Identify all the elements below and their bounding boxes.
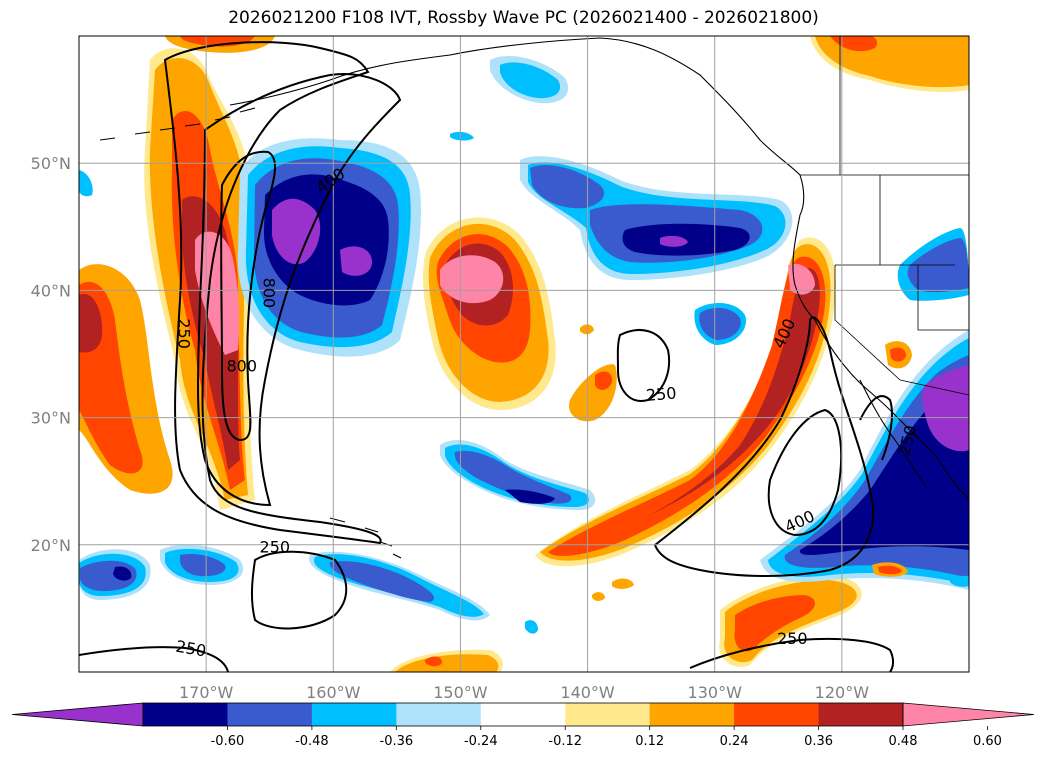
bc-coast <box>792 174 816 321</box>
contour-800-west <box>220 150 276 442</box>
fill-hi-royal <box>329 561 434 602</box>
fill-small-redorange6 <box>878 565 902 575</box>
fill-wc-purple <box>272 198 321 265</box>
colorbar-tick-label: -0.24 <box>464 734 498 749</box>
fill-e2-royal <box>699 307 741 340</box>
fill-small-orange5 <box>580 324 594 335</box>
ivt-contours <box>79 41 894 672</box>
contour-250-coast <box>859 395 893 461</box>
contour-250-se <box>689 637 894 672</box>
contour-label: 800 <box>259 278 278 309</box>
colorbar-extend-high <box>902 702 1035 727</box>
contour-label: 250 <box>777 629 808 648</box>
latitude-labels: 20°N 30°N 40°N 50°N <box>31 154 71 555</box>
lon-tick-label: 130°W <box>688 683 743 702</box>
colorbar-tick-label: 0.36 <box>804 734 833 749</box>
alaska-coast <box>229 37 801 176</box>
state-line-4 <box>834 265 901 381</box>
contour-label: 250 <box>260 537 291 556</box>
contour-250-central <box>616 329 670 402</box>
colorbar-extend-low <box>11 702 144 727</box>
colorbar-segment <box>480 703 566 726</box>
fill-small-orange1 <box>569 364 617 422</box>
fill-east-purple <box>922 365 969 452</box>
contour-250-bottom <box>79 646 229 672</box>
colorbar-tick-label: 0.60 <box>973 734 1002 749</box>
contour-250-sw <box>251 550 348 630</box>
ca-coast <box>814 319 969 501</box>
fill-se-redorange <box>734 595 816 652</box>
fill-st-navy <box>505 489 555 504</box>
state-line-3 <box>917 265 969 331</box>
lon-tick-label: 140°W <box>560 683 615 702</box>
fill-small-orange3 <box>612 578 634 589</box>
lon-tick-label: 160°W <box>306 683 361 702</box>
lat-tick-label: 20°N <box>31 536 71 555</box>
fill-small-redorange1 <box>595 371 613 390</box>
lon-tick-label: 150°W <box>433 683 488 702</box>
colorbar-segment <box>818 703 904 726</box>
contour-250-east <box>767 408 843 537</box>
baja <box>859 379 926 486</box>
fill-ne-royal2 <box>530 165 605 209</box>
contour-label: 250 <box>174 318 193 349</box>
colorbar-tick-label: -0.60 <box>211 734 245 749</box>
colorbar-tick-label: 0.24 <box>720 734 749 749</box>
fill-sw-navy <box>113 566 132 581</box>
fill-ar-pink <box>788 263 815 295</box>
colorbar-frame <box>142 702 904 727</box>
fill-small-redorange2 <box>890 347 906 362</box>
gridlines <box>79 36 969 672</box>
contour-250-west <box>163 41 382 545</box>
aleutians <box>99 107 256 141</box>
colorbar-segment <box>649 703 735 726</box>
longitude-labels: 170°W 160°W 150°W 140°W 130°W 120°W <box>179 683 869 702</box>
lat-tick-label: 30°N <box>31 409 71 428</box>
contour-400-west <box>196 73 402 507</box>
fill-bc-orange <box>395 654 499 672</box>
fill-wc-purple2 <box>340 246 372 276</box>
lat-tick-label: 50°N <box>31 154 71 173</box>
colorbar-segment <box>143 703 228 726</box>
fill-farwest-darkred <box>79 294 103 353</box>
fill-nc-sky <box>500 62 561 99</box>
colorbar-segment <box>227 703 313 726</box>
contour-label: 800 <box>226 357 257 376</box>
fill-bc-redorange <box>425 656 442 667</box>
fill-ne-purple <box>660 235 688 247</box>
hawaii <box>329 517 402 559</box>
fill-central-pink <box>440 255 504 304</box>
coastlines <box>99 37 969 559</box>
colorbar-segment <box>565 703 651 726</box>
colorbar-segment <box>311 703 397 726</box>
fill-sw2-royal <box>180 554 226 577</box>
fill-small-sky7 <box>525 620 538 634</box>
fill-small-sky8 <box>450 131 474 141</box>
contour-label: 250 <box>174 637 207 661</box>
contour-400-east <box>653 316 875 577</box>
chart-title: 2026021200 F108 IVT, Rossby Wave PC (202… <box>228 8 819 28</box>
colorbar-tick-label: 0.12 <box>635 734 664 749</box>
colorbar-segment <box>734 703 820 726</box>
fill-small-sky9 <box>950 575 969 587</box>
colorbar-tick-label: -0.36 <box>380 734 414 749</box>
fill-small-sky10 <box>79 170 93 197</box>
fill-st-royal <box>454 450 572 504</box>
fill-east-navy <box>799 378 969 555</box>
colorbar-tick-label: -0.48 <box>295 734 329 749</box>
lon-tick-label: 120°W <box>815 683 870 702</box>
political-borders <box>800 36 969 396</box>
map-frame <box>78 35 970 673</box>
contour-label: 250 <box>645 383 677 405</box>
fill-small-orange4 <box>592 592 605 601</box>
lat-tick-label: 40°N <box>31 281 71 300</box>
colorbar-tick-label: 0.48 <box>889 734 918 749</box>
colorbar-tick-label: -0.12 <box>548 734 582 749</box>
us-mexico-border <box>899 379 969 396</box>
colorbar-segment <box>396 703 482 726</box>
lon-tick-label: 170°W <box>179 683 234 702</box>
fill-ne-navy <box>622 223 750 256</box>
colorbar: -0.60 -0.48 -0.36 -0.24 -0.12 0.12 0.24 0.36 0.4… <box>11 702 1035 749</box>
